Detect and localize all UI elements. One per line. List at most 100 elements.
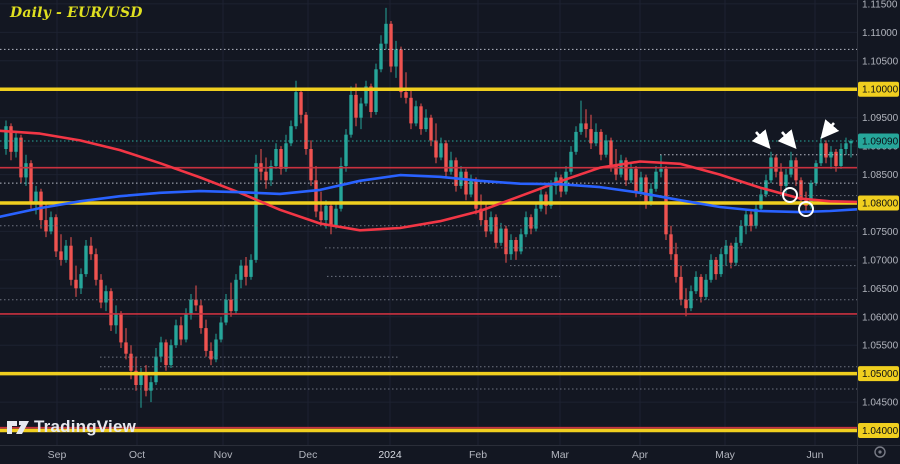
candle-body	[284, 143, 288, 169]
candle-body	[364, 86, 368, 104]
candle-body	[754, 208, 758, 226]
candle-body	[799, 180, 803, 201]
candle-body	[209, 350, 213, 360]
gear-icon[interactable]	[874, 446, 886, 458]
candle-body	[599, 131, 603, 155]
candle-body	[449, 160, 453, 172]
candle-body	[659, 168, 663, 172]
candle-body	[764, 180, 768, 195]
candle-body	[19, 137, 23, 178]
candle-body	[454, 160, 458, 186]
circle-annotation[interactable]	[798, 201, 814, 217]
candle-body	[204, 328, 208, 351]
candle-body	[309, 149, 313, 181]
candle-body	[814, 163, 818, 184]
candle-body	[469, 180, 473, 195]
candle-body	[384, 23, 388, 44]
candle-body	[129, 353, 133, 371]
candle-body	[699, 276, 703, 297]
candle-body	[774, 157, 778, 172]
price-label: 1.04500	[862, 398, 899, 409]
candle-body	[94, 254, 98, 280]
candle-body	[549, 185, 553, 206]
candle-body	[54, 217, 58, 252]
price-badge-yellow	[858, 366, 899, 382]
candle-body	[199, 305, 203, 329]
candle-body	[104, 291, 108, 303]
candle-body	[29, 163, 33, 203]
candle-body	[179, 325, 183, 340]
candle-body	[319, 211, 323, 221]
price-label: 1.11000	[862, 28, 898, 39]
candle-body	[219, 322, 223, 340]
arrow-annotation[interactable]	[777, 129, 797, 149]
candle-body	[34, 191, 38, 203]
candle-body	[194, 299, 198, 306]
candle-body	[254, 163, 258, 260]
candle-body	[249, 259, 253, 277]
candle-body	[634, 168, 638, 192]
candle-body	[269, 166, 273, 181]
candle-body	[639, 177, 643, 192]
candle-body	[84, 245, 88, 275]
candle-body	[739, 225, 743, 243]
price-label: 1.04000	[862, 426, 899, 437]
candle-body	[434, 140, 438, 158]
candle-body	[99, 279, 103, 303]
price-label: 1.07000	[862, 255, 899, 266]
candle-body	[494, 217, 498, 243]
candle-body	[89, 245, 93, 255]
price-label: 1.06000	[862, 312, 899, 323]
candle-body	[424, 117, 428, 130]
candle-body	[519, 234, 523, 252]
candle-body	[289, 126, 293, 144]
candle-body	[329, 205, 333, 226]
candle-body	[719, 254, 723, 275]
month-label: Nov	[214, 449, 233, 461]
candle-body	[119, 313, 123, 343]
month-label: Jun	[807, 449, 824, 461]
ma-red	[0, 129, 859, 232]
candle-body	[144, 373, 148, 391]
candle-body	[439, 143, 443, 158]
arrow-annotation[interactable]	[751, 129, 771, 149]
price-axis[interactable]	[857, 0, 900, 464]
candle-body	[524, 217, 528, 235]
candle-body	[394, 49, 398, 67]
price-badge-yellow	[858, 81, 899, 97]
candle-body	[769, 157, 773, 181]
candle-body	[594, 131, 598, 144]
candle-body	[224, 299, 228, 323]
circle-annotation[interactable]	[782, 187, 798, 203]
candle-body	[579, 123, 583, 132]
candle-body	[124, 342, 128, 354]
candle-body	[644, 177, 648, 203]
tradingview-logo[interactable]: TradingView	[6, 417, 136, 437]
candle-body	[849, 141, 853, 144]
time-axis[interactable]	[0, 445, 900, 464]
candle-body	[684, 299, 688, 309]
candle-body	[239, 265, 243, 280]
arrow-annotation[interactable]	[820, 119, 840, 139]
candle-body	[79, 274, 83, 289]
month-label: Mar	[551, 449, 570, 461]
candle-body	[614, 166, 618, 175]
candle-body	[264, 171, 268, 181]
candle-body	[114, 313, 118, 326]
candle-body	[189, 299, 193, 314]
candle-body	[584, 123, 588, 130]
candle-body	[399, 49, 403, 93]
candle-body	[784, 174, 788, 186]
candle-body	[534, 208, 538, 229]
candle-body	[354, 94, 358, 118]
candle-body	[229, 299, 233, 312]
candle-body	[509, 240, 513, 255]
candle-body	[324, 205, 328, 221]
candle-body	[689, 291, 693, 309]
candle-body	[184, 313, 188, 340]
candle-body	[839, 149, 843, 166]
candle-body	[39, 191, 43, 221]
candle-body	[824, 143, 828, 158]
candle-body	[389, 23, 393, 67]
